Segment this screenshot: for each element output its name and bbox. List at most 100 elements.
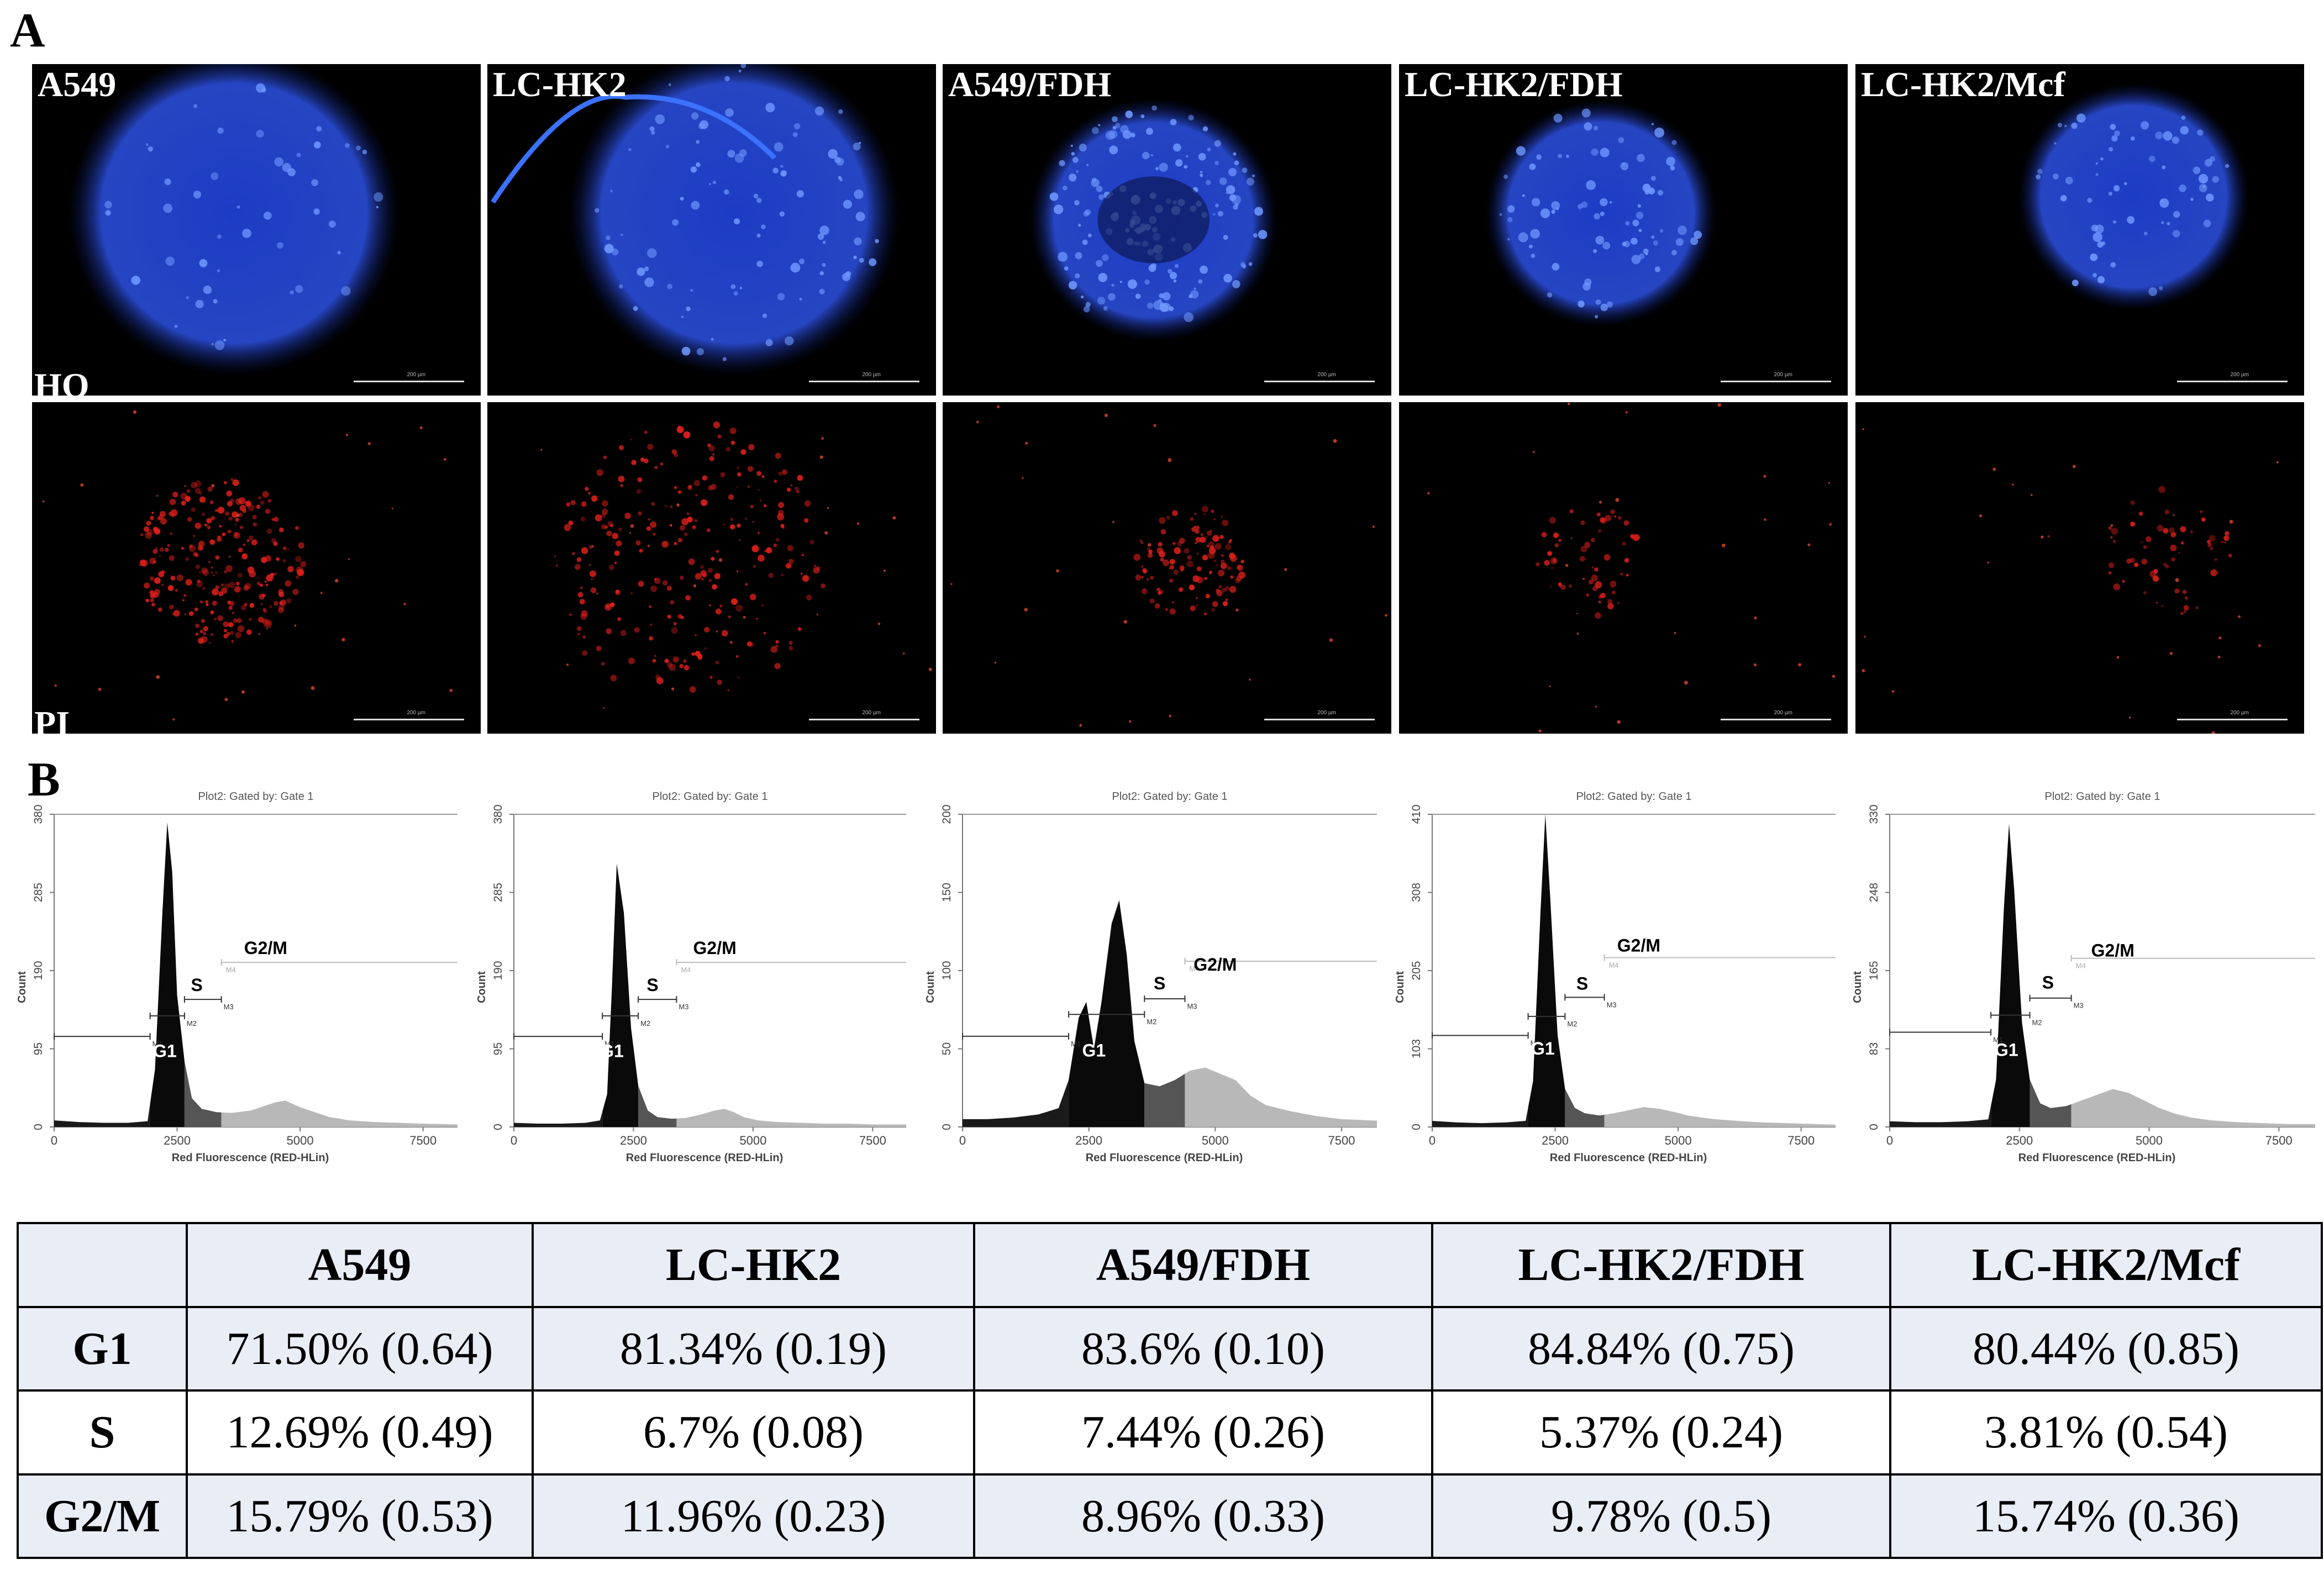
table-cell: 15.79% (0.53): [186, 1473, 534, 1559]
pi-dot: [649, 636, 653, 641]
pi-dot: [1229, 539, 1232, 542]
speckle: [199, 259, 208, 267]
pi-dot: [758, 532, 760, 534]
speckle: [1690, 237, 1699, 245]
pi-dot: [1372, 525, 1375, 528]
pi-dot: [264, 580, 267, 583]
gate-marker-label: M4: [2076, 962, 2086, 970]
pi-dot: [731, 598, 738, 605]
speckle: [1675, 238, 1684, 246]
speckle: [1173, 279, 1177, 283]
pi-dot: [207, 486, 213, 492]
speckle: [1214, 140, 1221, 147]
pi-dot: [195, 623, 200, 628]
pi-dot: [1222, 601, 1228, 607]
speckle: [1584, 122, 1592, 131]
speckle: [1185, 155, 1189, 158]
speckle: [1522, 194, 1525, 197]
pi-dot: [588, 545, 593, 549]
speckle: [1122, 130, 1132, 139]
pi-dot: [1213, 560, 1216, 562]
x-tick-label: 0: [511, 1134, 517, 1147]
pi-dot: [150, 598, 154, 603]
speckle: [606, 235, 611, 240]
pi-dot: [1567, 402, 1570, 405]
table-cell: 3.81% (0.54): [1889, 1389, 2323, 1476]
pi-dot: [184, 485, 186, 487]
pi-dot: [672, 656, 679, 663]
pi-dot: [241, 553, 248, 560]
pi-dot: [590, 587, 597, 593]
pi-dot: [2225, 531, 2230, 536]
pi-dot: [1832, 675, 1836, 678]
speckle: [1594, 315, 1599, 319]
micrograph: [1029, 98, 1278, 342]
speckle: [217, 127, 224, 134]
pi-dot: [748, 444, 755, 451]
pi-dot: [1234, 578, 1240, 583]
pi-dot: [2224, 541, 2226, 544]
pi-dot: [774, 663, 781, 670]
pi-dot: [2108, 526, 2112, 530]
speckle: [1103, 306, 1108, 311]
pi-dot: [149, 590, 154, 595]
pi-dot: [2157, 525, 2164, 532]
speckle: [1112, 116, 1118, 123]
pi-dot: [228, 581, 235, 588]
pi-dot: [2158, 486, 2166, 493]
speckle: [1080, 295, 1084, 299]
pi-dot: [2207, 542, 2212, 547]
pi-dot: [1598, 600, 1601, 604]
pi-dot: [603, 455, 607, 460]
pi-dot: [650, 521, 656, 528]
speckle: [2198, 173, 2209, 184]
pi-dot: [244, 603, 248, 607]
ho-image-lc-hk2-mcf: LC-HK2/Mcf 200 µm: [1855, 64, 2304, 396]
pi-dot: [695, 494, 697, 496]
pi-dot: [570, 500, 576, 505]
speckle: [1499, 213, 1502, 217]
pi-dot: [2164, 509, 2170, 515]
speckle: [690, 166, 697, 173]
pi-dot: [1147, 578, 1149, 581]
table-cell: 9.78% (0.5): [1431, 1473, 1891, 1559]
pi-dot: [1123, 620, 1127, 624]
pi-dot: [274, 572, 277, 576]
speckle: [1069, 281, 1077, 289]
pi-dot: [265, 508, 271, 514]
pi-dot: [644, 430, 648, 434]
pi-dot: [604, 525, 608, 529]
y-tick-label: 200: [940, 804, 953, 824]
pi-dot: [821, 583, 826, 588]
x-tick-label: 5000: [1665, 1134, 1692, 1147]
pi-dot: [151, 512, 154, 514]
pi-dot: [2168, 527, 2175, 534]
pi-dot: [646, 526, 651, 531]
pi-dot: [206, 603, 209, 607]
speckle: [165, 256, 175, 266]
histogram-region: [1185, 1067, 1377, 1127]
pi-dot: [1547, 551, 1553, 556]
pi-dot: [816, 613, 819, 616]
micrograph: [1862, 428, 2279, 734]
pi-dot: [584, 487, 589, 491]
speckle: [1127, 279, 1137, 289]
gate-marker-label: M4: [681, 966, 691, 974]
pi-dot: [596, 469, 603, 476]
pi-dot: [620, 630, 627, 636]
speckle: [2155, 131, 2163, 140]
pi-dot: [197, 579, 201, 583]
speckle: [618, 284, 623, 289]
pi-dot: [1024, 608, 1028, 612]
pi-dot: [161, 583, 164, 586]
speckle: [145, 143, 149, 146]
speckle: [313, 208, 320, 215]
pi-dot: [775, 640, 779, 644]
speckle: [2071, 280, 2079, 287]
speckle: [2087, 198, 2092, 203]
pi-dot: [140, 533, 143, 536]
pi-dot: [572, 552, 575, 555]
pi-dot: [729, 641, 733, 644]
pi-dot: [205, 600, 209, 604]
pi-dot: [209, 539, 215, 545]
